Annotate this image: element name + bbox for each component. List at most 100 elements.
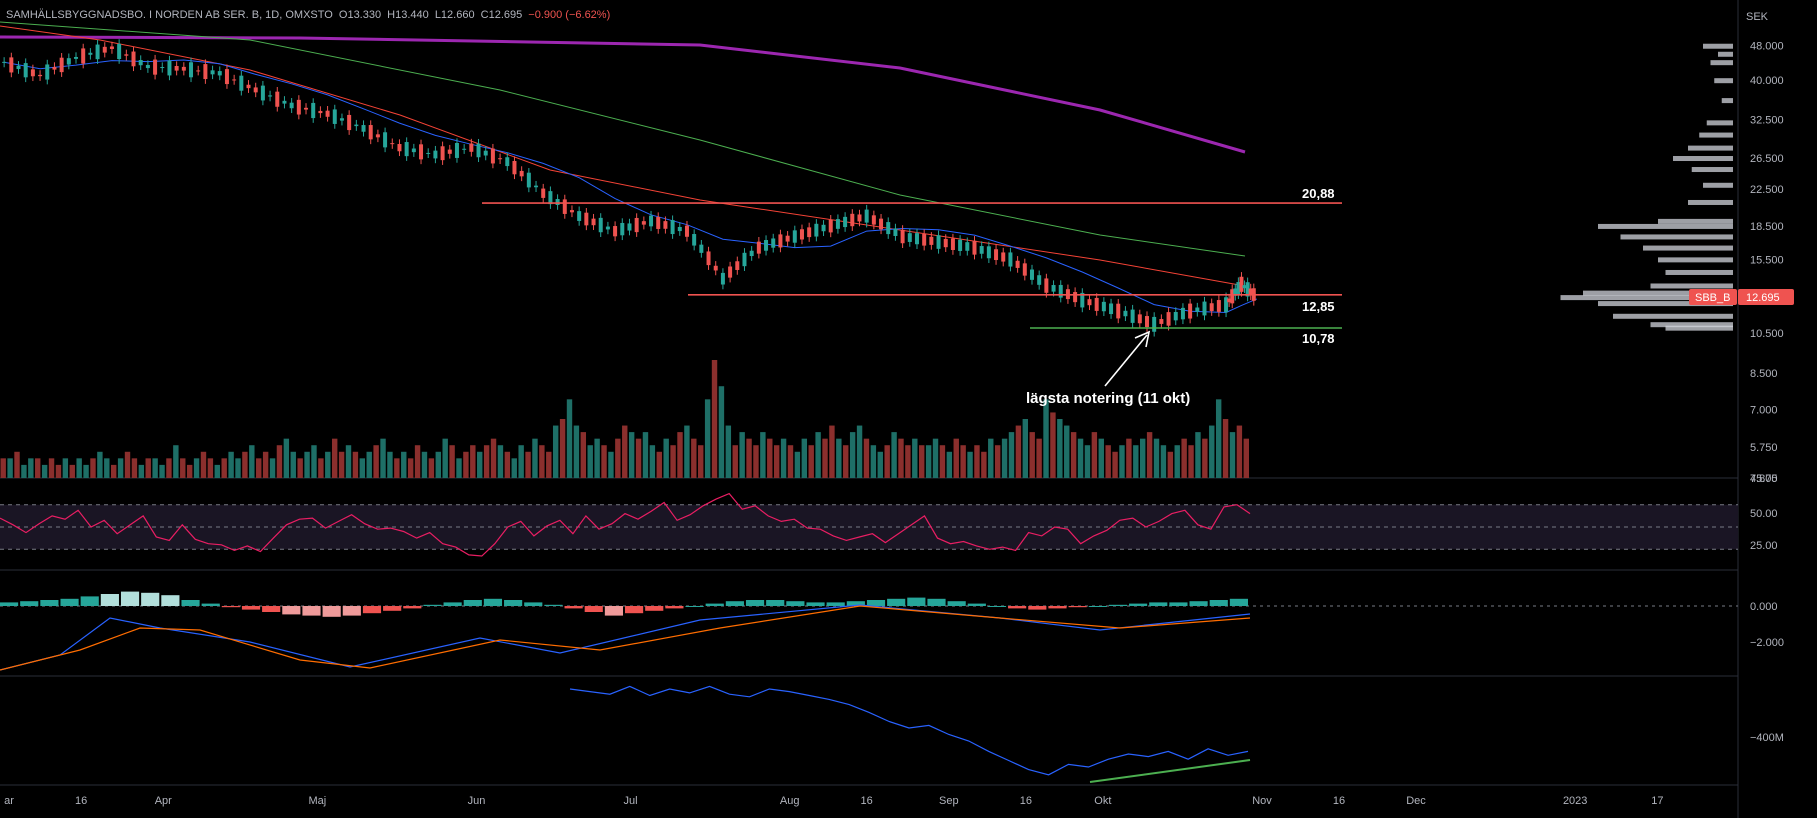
- candle-body: [1209, 303, 1214, 312]
- candle-body: [332, 109, 337, 124]
- volume-bar: [1160, 445, 1167, 478]
- candle-body: [843, 216, 848, 228]
- volume-bar: [739, 432, 745, 478]
- candle-body: [943, 238, 948, 248]
- volume-bar: [794, 451, 801, 478]
- macd-line: [0, 604, 1251, 671]
- candle-body: [871, 215, 876, 225]
- high-value: H13.440: [387, 9, 429, 21]
- candle-body: [404, 142, 409, 157]
- macd-histogram-bar: [100, 594, 119, 606]
- volume-bar: [925, 445, 932, 478]
- volume-bar: [1070, 432, 1077, 478]
- volume-bar: [725, 425, 732, 478]
- volume-bar: [1209, 425, 1215, 478]
- candle-body: [684, 225, 689, 237]
- candle-body: [368, 125, 373, 140]
- volume-bar: [428, 458, 435, 478]
- volume-bar: [1215, 399, 1222, 478]
- volume-bar: [1140, 438, 1146, 478]
- macd-histogram-bar: [0, 602, 19, 606]
- candle-body: [59, 57, 64, 73]
- candle-body: [440, 146, 445, 161]
- macd-histogram-bar: [483, 598, 503, 606]
- candle-body: [153, 59, 158, 75]
- candle-body: [45, 64, 50, 80]
- candle-body: [1073, 292, 1078, 303]
- candle-body: [38, 74, 43, 77]
- volume-bar: [477, 451, 483, 478]
- annotation-text: lägsta notering (11 okt): [1026, 390, 1190, 407]
- time-axis: ar 16 Apr Maj Jun Jul Aug 16 Sep 16 Okt Nov 16 Dec 202…: [4, 795, 1663, 807]
- candle-body: [828, 219, 833, 233]
- rsi-band: [0, 504, 1738, 550]
- volume-bar: [1146, 432, 1153, 478]
- candle-body: [1015, 260, 1020, 268]
- volume-bar: [69, 464, 75, 478]
- volume-bar: [235, 458, 241, 478]
- volume-bar: [470, 445, 476, 478]
- time-tick-6: Aug: [780, 795, 800, 807]
- candle-body: [505, 157, 510, 167]
- low-annotation: lägsta notering (11 okt): [1026, 330, 1190, 407]
- candle-body: [397, 144, 402, 152]
- candle-body: [1245, 282, 1250, 297]
- volume-bar: [1098, 438, 1104, 478]
- volume-bar: [200, 451, 207, 478]
- candle-body: [1008, 252, 1013, 267]
- volume-profile-bar: [1699, 132, 1733, 138]
- macd-histogram-bar: [584, 606, 603, 612]
- volume-bar: [483, 445, 490, 478]
- candle-body: [1239, 276, 1244, 292]
- horizontal-levels[interactable]: [482, 202, 1342, 329]
- volume-bar: [28, 458, 34, 478]
- candle-body: [1109, 303, 1114, 315]
- candle-body: [275, 91, 280, 107]
- macd-histogram-bar: [947, 601, 966, 606]
- macd-histogram-bar: [141, 592, 160, 606]
- volume-profile-bar: [1658, 257, 1733, 263]
- volume-bar: [256, 458, 262, 478]
- candle-body: [620, 222, 625, 236]
- candle-body: [318, 110, 323, 114]
- volume-bar: [394, 458, 400, 478]
- volume-bar: [691, 438, 697, 478]
- symbol-label: SAMHÄLLSBYGGNADSBO. I NORDEN AB SER. B, …: [6, 9, 333, 21]
- volume-bar: [166, 458, 172, 478]
- obv-tick-0: −400M: [1750, 732, 1784, 744]
- volume-bar: [463, 451, 469, 478]
- volume-profile-bar: [1703, 182, 1733, 188]
- candle-body: [1173, 311, 1178, 321]
- volume-profile-bar: [1643, 245, 1733, 251]
- volume-bar: [559, 419, 566, 478]
- candle-body: [807, 227, 812, 238]
- macd-histogram-bar: [866, 600, 886, 606]
- price-tick-6: 15.500: [1750, 254, 1784, 266]
- macd-histogram-bar: [383, 606, 402, 611]
- candle-body: [1195, 307, 1200, 312]
- candle-body: [181, 66, 186, 71]
- macd-histogram-bar: [161, 595, 180, 606]
- candle-body: [361, 125, 366, 132]
- macd-histogram-bar: [1088, 606, 1107, 607]
- candle-body: [663, 221, 668, 229]
- macd-histogram-bar: [604, 606, 623, 616]
- candle-body: [383, 132, 388, 148]
- volume-bar: [981, 451, 987, 478]
- volume-bar: [193, 458, 200, 478]
- candle-body: [66, 58, 71, 65]
- volume-bar: [249, 445, 255, 478]
- macd-histogram-bar: [40, 600, 59, 606]
- macd-histogram-bar: [927, 598, 946, 606]
- currency-label: SEK: [1746, 11, 1769, 23]
- volume-bar: [1112, 451, 1118, 478]
- volume-profile-bar: [1688, 199, 1733, 205]
- volume-bar: [670, 445, 676, 478]
- volume-bar: [532, 438, 538, 478]
- macd-histogram-bar: [342, 606, 361, 616]
- macd-histogram-bar: [524, 602, 543, 606]
- price-tag-symbol: SBB_B: [1695, 292, 1730, 304]
- volume-bar: [283, 438, 290, 478]
- candle-body: [742, 252, 747, 267]
